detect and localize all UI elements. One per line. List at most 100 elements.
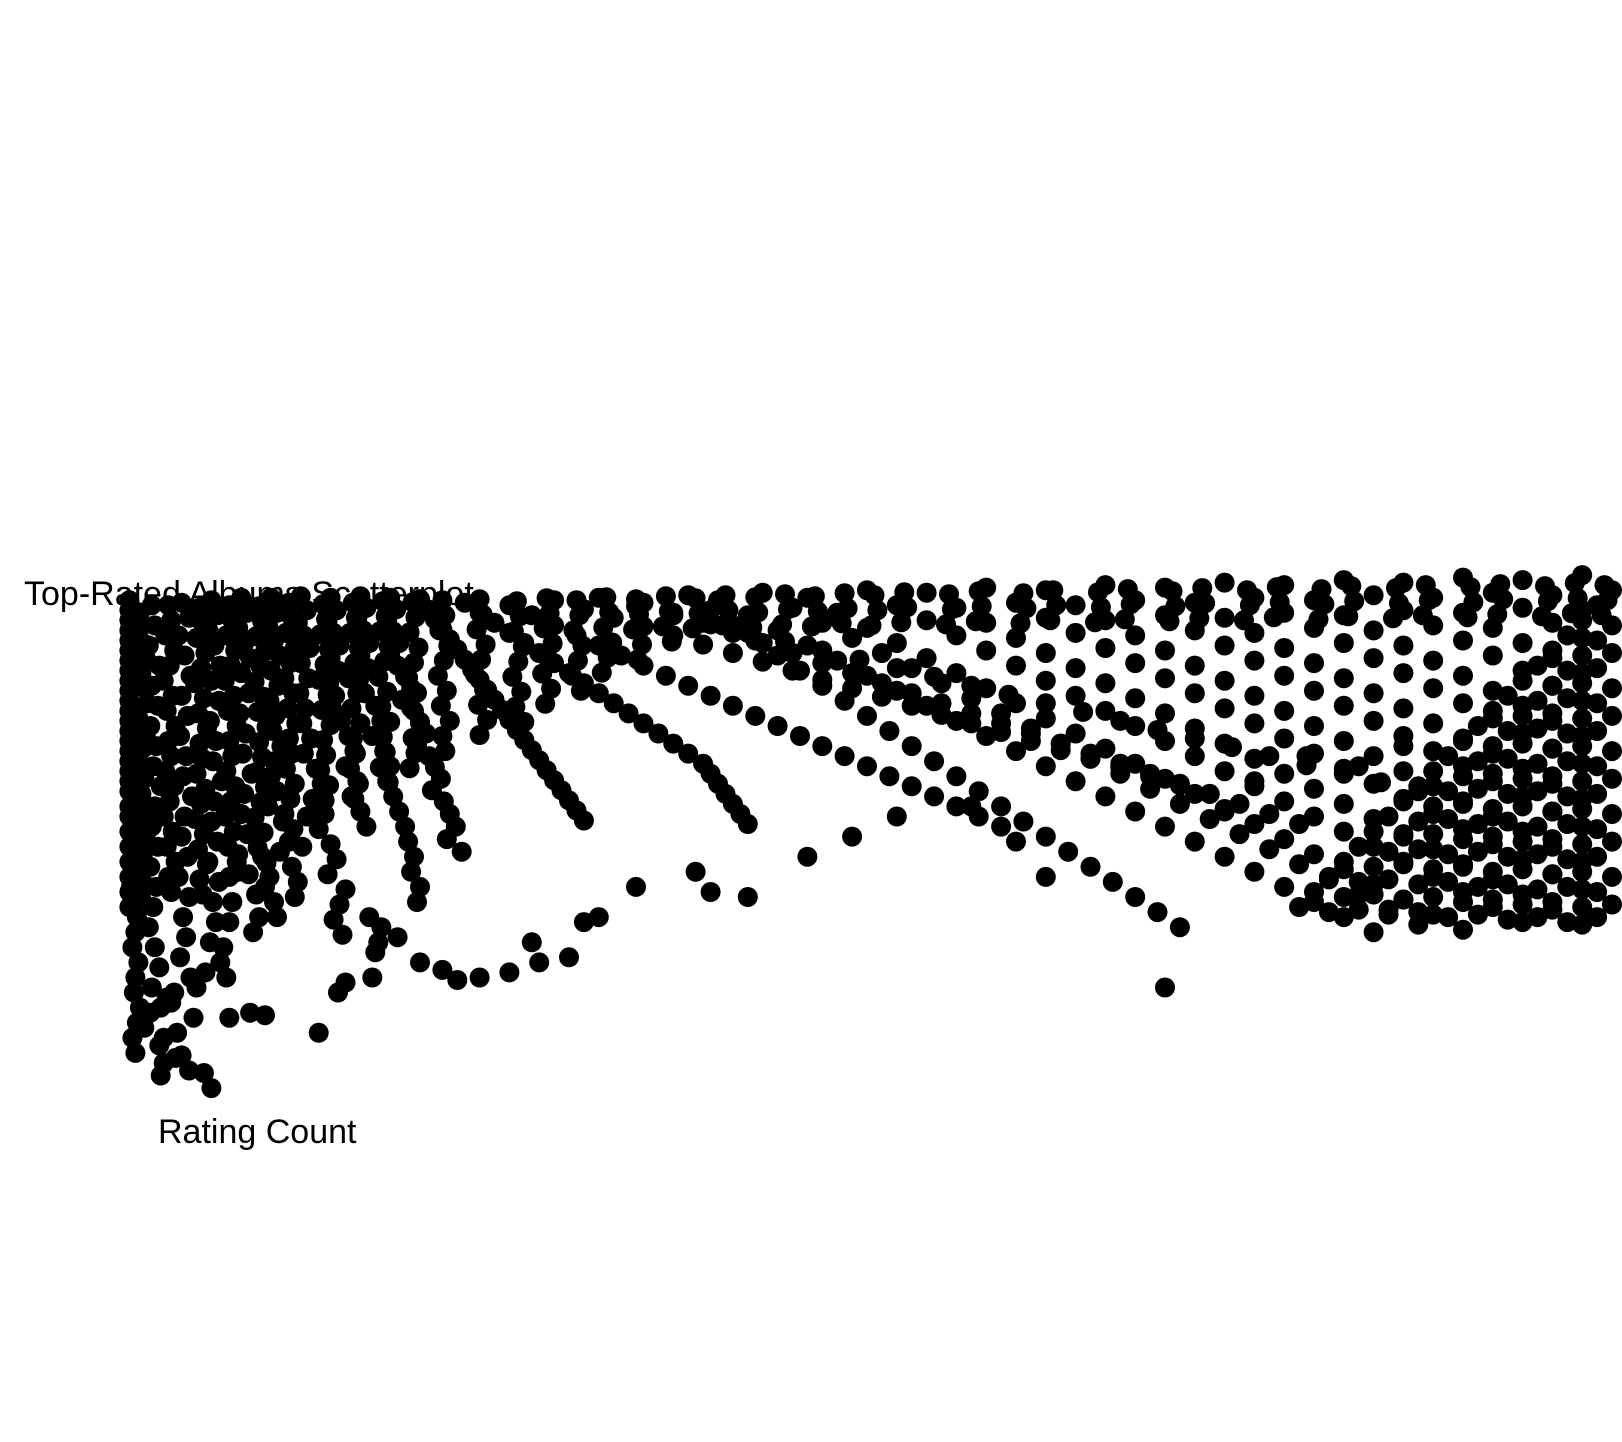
scatter-point [249,596,270,617]
scatter-point [1418,590,1439,611]
scatter-point [1423,650,1444,671]
scatter-point [1597,590,1618,611]
scatter-point [126,907,147,928]
scatter-point [395,816,416,837]
scatter-point [596,587,617,608]
scatter-point [1363,773,1384,794]
scatter-point [1239,595,1260,616]
scatter-point [1050,733,1071,754]
scatter-point [250,656,271,677]
scatter-point [474,679,495,700]
scatter-point [244,671,265,692]
scatter-point [1214,572,1235,593]
scatter-point [252,747,273,768]
scatter-point [1378,904,1399,925]
scatter-point [700,685,721,706]
scatter-point [319,775,340,796]
scatter-point [380,711,401,732]
scatter-point [1020,718,1041,739]
scatter-point [1244,814,1265,834]
scatter-point [183,1007,204,1028]
scatter-point [533,618,554,639]
scatter-point [678,743,699,764]
scatter-point [1289,854,1310,875]
scatter-point [514,711,535,732]
scatter-point [593,617,614,638]
scatter-point [1035,756,1056,777]
scatter-point [1318,902,1339,923]
scatter-point [342,728,363,749]
scatter-point [1363,620,1384,641]
scatter-point [407,682,427,703]
scatter-point [1338,606,1359,627]
scatter-point [688,603,709,624]
scatter-point [1035,643,1056,663]
scatter-point [401,697,422,718]
scatter-point [1423,761,1444,782]
scatter-point [1602,894,1622,915]
scatter-point [797,635,818,656]
scatter-point [1438,844,1459,865]
scatter-point [295,698,316,719]
scatter-point [1046,595,1067,616]
scatter-point [539,603,560,624]
scatter-point [886,658,907,679]
scatter-point [375,742,396,763]
scatter-point [408,637,429,658]
scatter-point [1542,640,1563,661]
scatter-point [976,726,997,746]
scatter-point [1214,607,1235,628]
scatter-point [410,712,430,733]
scatter-point [1214,761,1235,782]
scatter-point [1467,814,1488,834]
scatter-point [618,703,639,724]
scatter-point [192,748,213,769]
scatter-point [536,588,557,609]
scatter-point [1602,804,1622,824]
scatter-point [1318,866,1339,887]
scatter-point [1587,846,1608,867]
scatter-point [1125,753,1146,774]
scatter-point [1304,716,1324,736]
scatter-point [1348,899,1369,920]
scatter-point [842,627,863,648]
scatter-point [891,612,912,633]
scatter-point [1244,713,1265,734]
scatter-point [128,952,149,973]
scatter-point [678,675,699,696]
scatter-point [1386,578,1406,599]
scatter-point [1333,758,1354,779]
scatter-point [128,708,149,729]
scatter-point [627,649,648,670]
scatter-point [1423,678,1444,699]
scatter-point [129,997,150,1018]
scatter-point [837,598,858,619]
scatter-point [432,959,453,980]
scatter-point [1095,738,1116,759]
scatter-point [1482,826,1503,847]
scatter-point [1512,894,1533,915]
scatter-point [350,713,371,734]
scatter-point [1269,592,1290,613]
scatter-point [1393,854,1414,875]
scatter-point [195,643,216,663]
scatter-point [1333,887,1354,907]
scatter-point [278,592,299,613]
scatter-point [1423,713,1444,734]
scatter-point [1333,851,1354,872]
scatter-point [1467,876,1488,897]
scatter-point [164,776,185,797]
scatter-point [1244,771,1265,792]
scatter-point [141,977,162,998]
scatter-point [871,643,892,663]
scatter-point [1493,589,1514,610]
scatter-point [1274,700,1295,721]
scatter-point [280,788,301,809]
scatter-point [1341,576,1362,597]
scatter-point [362,967,383,988]
scatter-point [946,710,967,731]
scatter-point [1162,581,1183,602]
scatter-point [588,683,609,704]
scatter-point [173,907,194,928]
scatter-point [1274,763,1295,784]
